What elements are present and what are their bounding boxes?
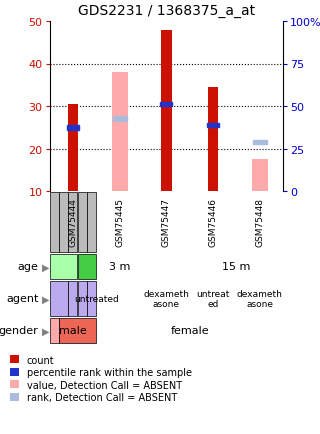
Bar — [113, 117, 127, 122]
Bar — [208, 88, 218, 191]
Bar — [252, 160, 268, 191]
Text: agent: agent — [6, 294, 38, 304]
FancyBboxPatch shape — [68, 193, 77, 252]
Text: GSM75446: GSM75446 — [209, 198, 218, 247]
Bar — [68, 105, 78, 191]
Text: male: male — [59, 326, 87, 336]
Bar — [253, 141, 267, 145]
Text: ▶: ▶ — [42, 326, 49, 336]
Title: GDS2231 / 1368375_a_at: GDS2231 / 1368375_a_at — [78, 4, 255, 18]
Bar — [111, 73, 128, 191]
FancyBboxPatch shape — [50, 319, 59, 343]
Text: dexameth
asone: dexameth asone — [237, 289, 283, 309]
FancyBboxPatch shape — [59, 193, 68, 252]
FancyBboxPatch shape — [87, 282, 96, 316]
FancyBboxPatch shape — [78, 193, 87, 252]
Bar — [161, 30, 172, 191]
Bar — [67, 125, 79, 130]
Text: ▶: ▶ — [42, 262, 49, 272]
Text: age: age — [18, 262, 38, 272]
FancyBboxPatch shape — [59, 319, 96, 343]
Text: GSM75444: GSM75444 — [68, 198, 77, 247]
Legend: count, percentile rank within the sample, value, Detection Call = ABSENT, rank, : count, percentile rank within the sample… — [8, 353, 194, 404]
FancyBboxPatch shape — [87, 193, 96, 252]
Text: GSM75448: GSM75448 — [255, 198, 264, 247]
Text: untreated: untreated — [74, 294, 119, 303]
FancyBboxPatch shape — [50, 193, 59, 252]
Text: ▶: ▶ — [42, 294, 49, 304]
Text: GSM75447: GSM75447 — [162, 198, 171, 247]
Bar — [160, 102, 172, 107]
Text: GSM75445: GSM75445 — [115, 198, 124, 247]
Text: female: female — [171, 326, 209, 336]
FancyBboxPatch shape — [50, 254, 77, 279]
FancyBboxPatch shape — [68, 282, 77, 316]
Text: dexameth
asone: dexameth asone — [143, 289, 189, 309]
Text: 3 m: 3 m — [109, 262, 130, 272]
FancyBboxPatch shape — [78, 254, 96, 279]
Text: 15 m: 15 m — [222, 262, 251, 272]
FancyBboxPatch shape — [78, 282, 87, 316]
Bar — [207, 124, 219, 128]
Text: untreat
ed: untreat ed — [196, 289, 230, 309]
Text: gender: gender — [0, 326, 38, 336]
FancyBboxPatch shape — [50, 282, 68, 316]
